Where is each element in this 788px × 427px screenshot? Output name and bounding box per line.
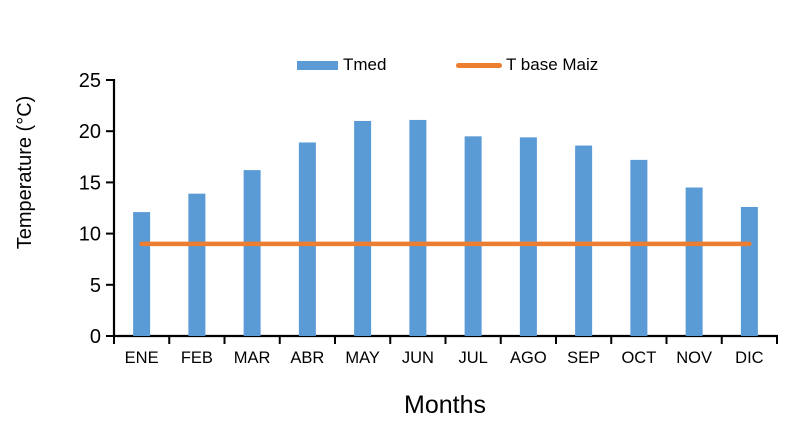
x-axis-title: Months (404, 391, 486, 419)
bar-ene (133, 212, 151, 336)
bar-jun (409, 119, 427, 336)
bar-jul (464, 136, 482, 336)
bar-dic (740, 206, 758, 336)
bar-nov (685, 187, 703, 336)
x-tick-label: MAY (345, 349, 380, 367)
bar-may (354, 120, 372, 337)
y-tick-label: 0 (90, 326, 101, 348)
x-tick-label: NOV (676, 349, 712, 367)
bar-ago (519, 137, 537, 336)
x-tick-label: ENE (125, 349, 159, 367)
legend-label-tbase: T base Maiz (506, 55, 599, 74)
tmed-bar-swatch-icon (297, 60, 338, 70)
y-axis-title: Temperature (°C) (14, 95, 36, 250)
y-tick-label: 5 (90, 275, 101, 297)
y-tick-label: 15 (79, 172, 101, 194)
x-tick-label: DIC (735, 349, 764, 367)
bar-sep (575, 145, 593, 336)
x-tick-label: FEB (181, 349, 213, 367)
x-tick-label: OCT (621, 349, 656, 367)
x-tick-label: JUN (402, 349, 434, 367)
bar-mar (243, 170, 261, 336)
bar-abr (298, 142, 316, 336)
y-tick-label: 10 (79, 224, 101, 246)
legend-item-tbase: T base Maiz (456, 54, 598, 76)
legend-label-tmed: Tmed (343, 55, 387, 74)
x-tick-label: MAR (234, 349, 271, 367)
y-tick-label: 25 (79, 70, 101, 92)
x-tick-label: ABR (290, 349, 324, 367)
bar-feb (188, 193, 206, 336)
x-tick-label: JUL (458, 349, 487, 367)
x-tick-label: SEP (567, 349, 600, 367)
tbase-line-swatch-icon (456, 62, 502, 68)
legend-item-tmed: Tmed (297, 54, 386, 76)
bar-oct (630, 159, 648, 336)
y-tick-label: 20 (79, 121, 101, 143)
x-tick-label: AGO (510, 349, 547, 367)
